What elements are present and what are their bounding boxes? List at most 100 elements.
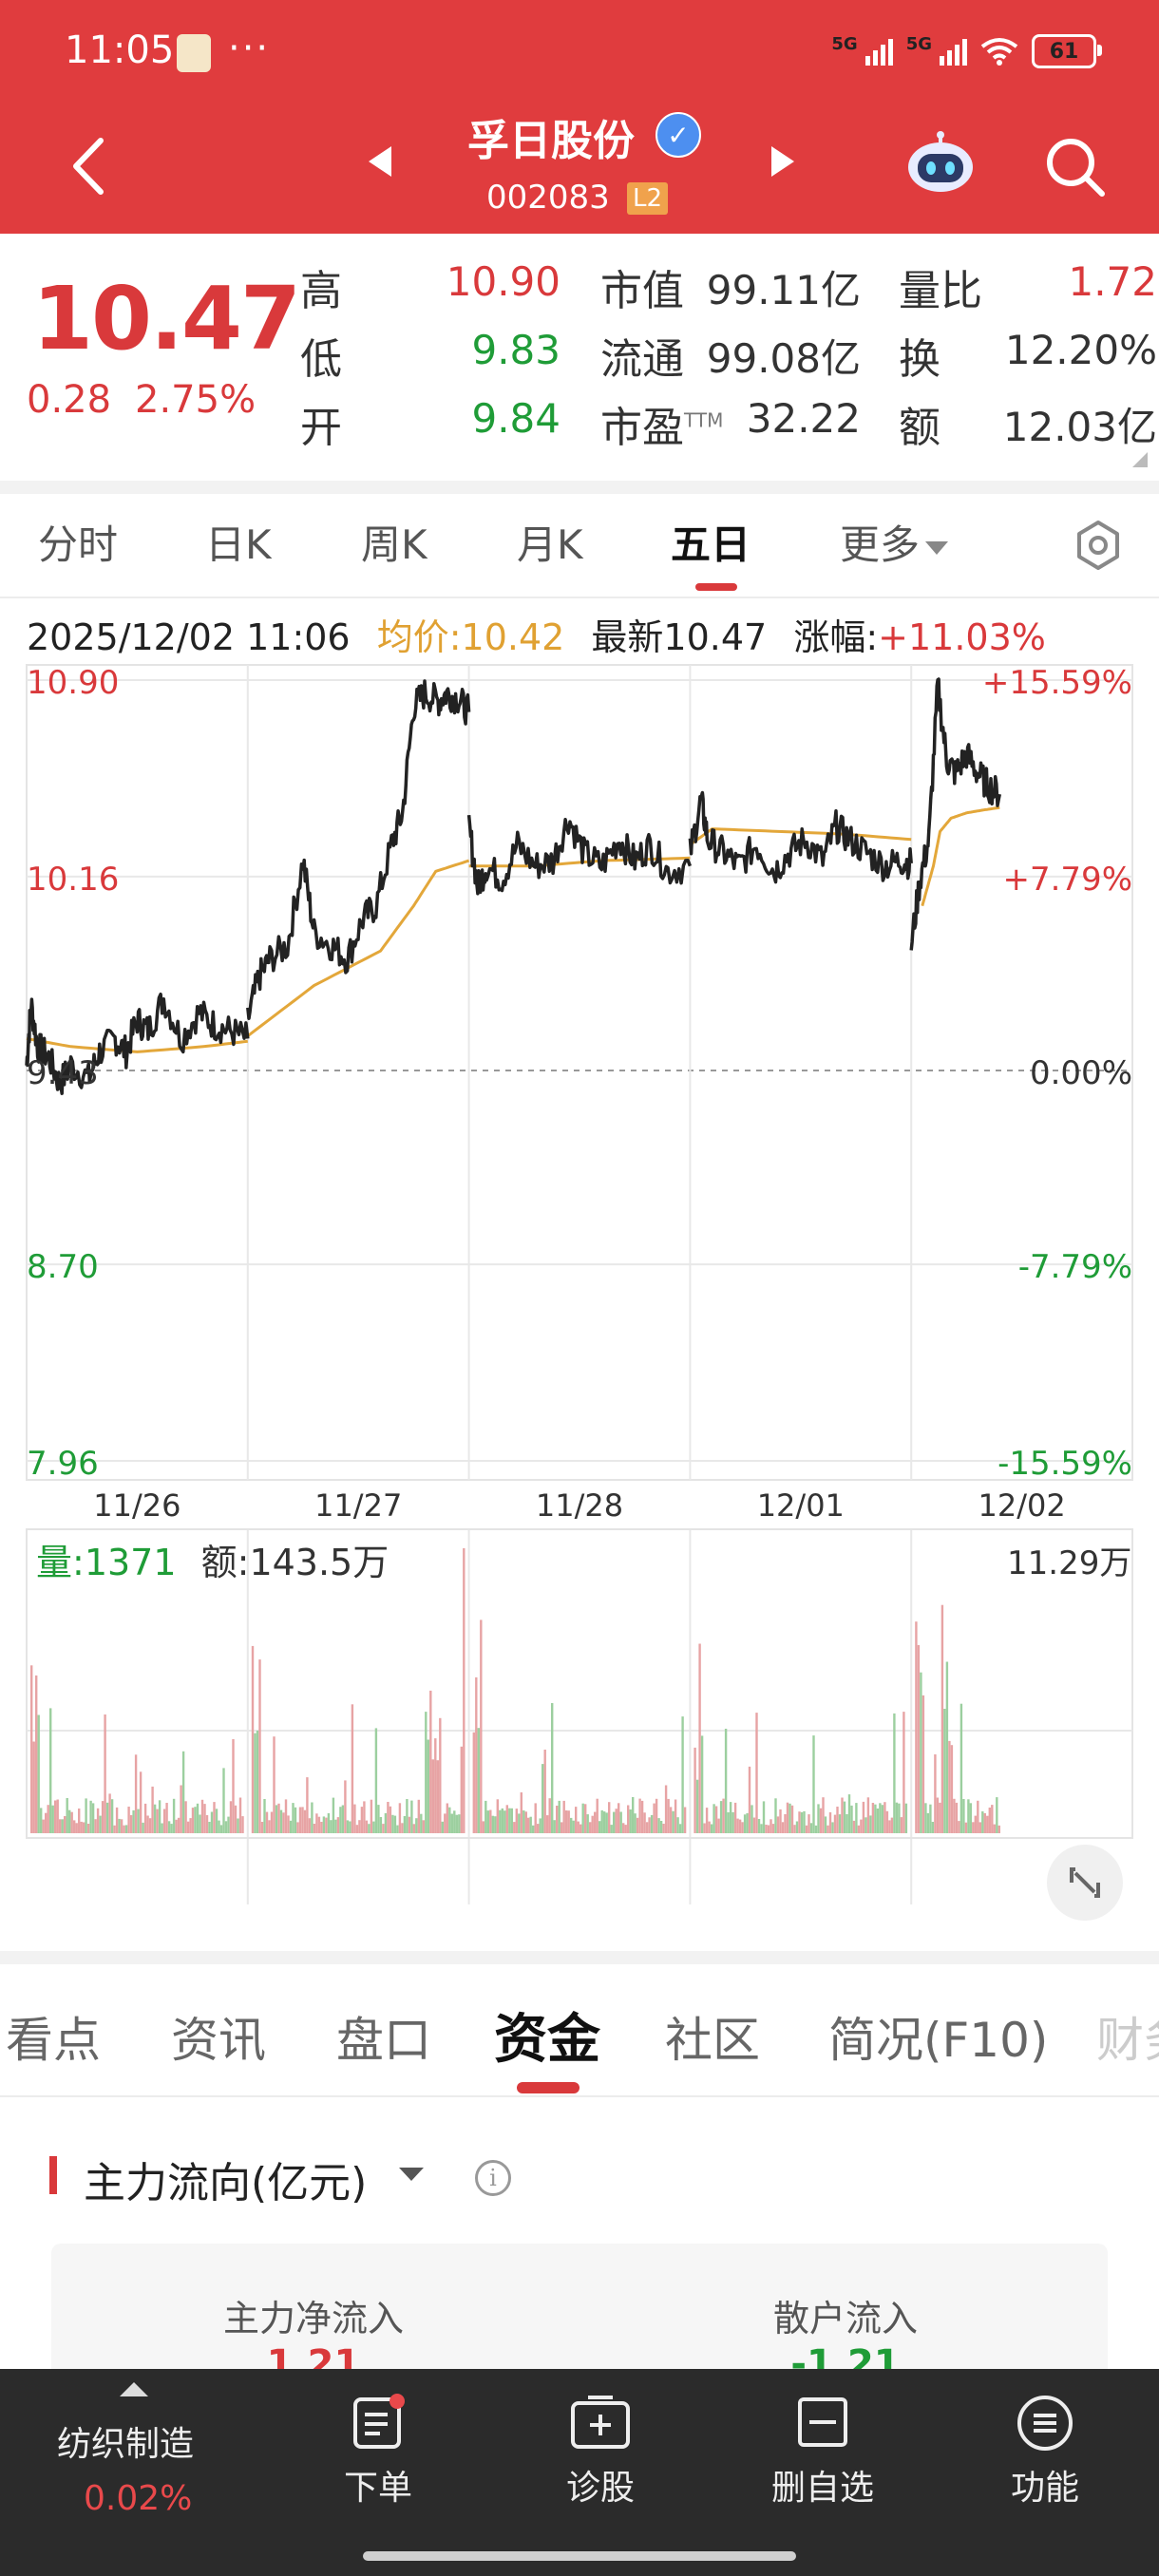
- volume-bar: [238, 1797, 242, 1833]
- volume-bar: [306, 1777, 309, 1833]
- current-price: 10.47: [32, 268, 301, 369]
- battery-icon: 61: [1032, 34, 1102, 68]
- volume-bar: [148, 1818, 152, 1833]
- volume-bar: [284, 1799, 288, 1833]
- volume-bar: [532, 1825, 535, 1833]
- volume-bar: [505, 1805, 508, 1833]
- volume-bar: [165, 1803, 168, 1833]
- volume-bar: [254, 1733, 256, 1833]
- volume-bar: [648, 1817, 651, 1833]
- volume-bar: [434, 1738, 437, 1833]
- verified-badge-icon: ✓: [656, 112, 701, 158]
- money-flow-title[interactable]: 主力流向(亿元): [84, 2159, 368, 2207]
- volume-bar: [143, 1803, 147, 1833]
- volume-bar: [189, 1818, 192, 1833]
- tab-news[interactable]: 资讯: [171, 2013, 266, 2068]
- volume-bar: [653, 1803, 656, 1833]
- volume-bar: [738, 1819, 742, 1833]
- ai-assistant-robot-icon[interactable]: [904, 131, 977, 196]
- volume-bar: [30, 1665, 33, 1833]
- volume-bar: [950, 1745, 954, 1833]
- volume-bar: [705, 1808, 709, 1833]
- volume-bar: [527, 1817, 530, 1833]
- avg-line-segment: [921, 805, 1000, 907]
- volume-bar: [746, 1812, 749, 1833]
- volume-bar: [210, 1811, 214, 1833]
- nav-functions-button[interactable]: 功能: [969, 2394, 1121, 2510]
- tab-highlights[interactable]: 看点: [6, 2013, 101, 2068]
- tab-finance[interactable]: 财务: [1096, 2013, 1159, 2068]
- sector-name[interactable]: 纺织制造: [57, 2425, 195, 2464]
- chart-info-line: 2025/12/02 11:06 均价:10.42 最新10.47 涨幅:+11…: [27, 608, 1046, 660]
- volume-bar: [294, 1807, 297, 1833]
- tab-fund-flow[interactable]: 资金: [494, 2009, 600, 2071]
- dropdown-caret-icon[interactable]: [399, 2168, 424, 2181]
- tab-weekly-k[interactable]: 周K: [361, 521, 428, 568]
- volume-bar: [556, 1806, 559, 1833]
- tab-monthly-k[interactable]: 月K: [517, 521, 583, 568]
- prev-stock-button[interactable]: [365, 142, 393, 180]
- volume-bar: [924, 1803, 927, 1833]
- expand-up-icon[interactable]: [120, 2382, 148, 2396]
- volume-bar: [939, 1802, 941, 1833]
- volume-bar: [953, 1798, 956, 1833]
- tab-profile-f10[interactable]: 简况(F10): [828, 2013, 1049, 2068]
- volume-bar: [748, 1766, 751, 1833]
- search-button[interactable]: [1041, 133, 1108, 199]
- volume-bar: [534, 1803, 537, 1833]
- volume-bar: [410, 1800, 413, 1833]
- volume-bar: [948, 1740, 951, 1833]
- nav-order-button[interactable]: 下单: [302, 2394, 454, 2510]
- volume-bar: [570, 1817, 573, 1833]
- volume-bar: [205, 1815, 209, 1833]
- tab-community[interactable]: 社区: [665, 2013, 760, 2068]
- volume-bar: [104, 1714, 106, 1833]
- volume-bar: [412, 1824, 415, 1833]
- volume-bar: [408, 1816, 411, 1833]
- volume-bar: [988, 1808, 991, 1833]
- volume-bar: [755, 1713, 758, 1833]
- tab-more[interactable]: 更多: [840, 513, 949, 571]
- volume-bar: [458, 1814, 461, 1833]
- volume-bar: [876, 1809, 880, 1833]
- volume-bar: [981, 1811, 984, 1833]
- volume-bar: [322, 1816, 326, 1833]
- five-day-chart[interactable]: 10.90 +15.59% 10.16 +7.79% 9.43 0.00% 8.70 -7.7…: [0, 655, 1159, 1933]
- fullscreen-button[interactable]: [1047, 1845, 1123, 1921]
- volume-bar: [991, 1805, 994, 1833]
- volume-bar: [708, 1821, 711, 1833]
- next-stock-button[interactable]: [770, 142, 798, 180]
- tab-five-day[interactable]: 五日: [671, 521, 751, 568]
- volume-bar: [439, 1717, 442, 1833]
- volume-bar: [450, 1813, 453, 1833]
- tab-order-book[interactable]: 盘口: [336, 2013, 431, 2068]
- x-tick-label: 12/01: [757, 1487, 845, 1524]
- volume-bar: [672, 1810, 674, 1833]
- volume-bar: [194, 1807, 197, 1833]
- volume-bar: [847, 1794, 851, 1833]
- volume-bar: [115, 1807, 119, 1833]
- nav-diagnose-button[interactable]: 诊股: [524, 2394, 676, 2510]
- low-value: 9.83: [471, 327, 560, 373]
- back-button[interactable]: [66, 133, 114, 199]
- chart-settings-icon[interactable]: [1072, 519, 1125, 572]
- nav-remove-watchlist-button[interactable]: 删自选: [747, 2394, 899, 2510]
- volume-bar: [203, 1804, 206, 1833]
- volume-bar: [736, 1818, 739, 1833]
- volume-bar: [208, 1822, 211, 1833]
- volume-bar: [833, 1814, 837, 1833]
- volume-bar: [594, 1811, 597, 1833]
- volume-bar: [393, 1815, 397, 1833]
- info-icon[interactable]: i: [475, 2160, 511, 2196]
- volume-bar: [45, 1812, 48, 1833]
- expand-corner-icon[interactable]: [1130, 450, 1150, 469]
- volume-bar: [277, 1803, 280, 1833]
- volume-bar: [425, 1712, 428, 1833]
- volume-bar: [890, 1817, 894, 1833]
- volume-bar: [922, 1695, 925, 1833]
- tab-daily-k[interactable]: 日K: [205, 521, 272, 568]
- volume-bar: [743, 1814, 747, 1833]
- tab-intraday[interactable]: 分时: [38, 521, 119, 568]
- volume-bar: [920, 1672, 922, 1833]
- volume-bar: [667, 1798, 670, 1833]
